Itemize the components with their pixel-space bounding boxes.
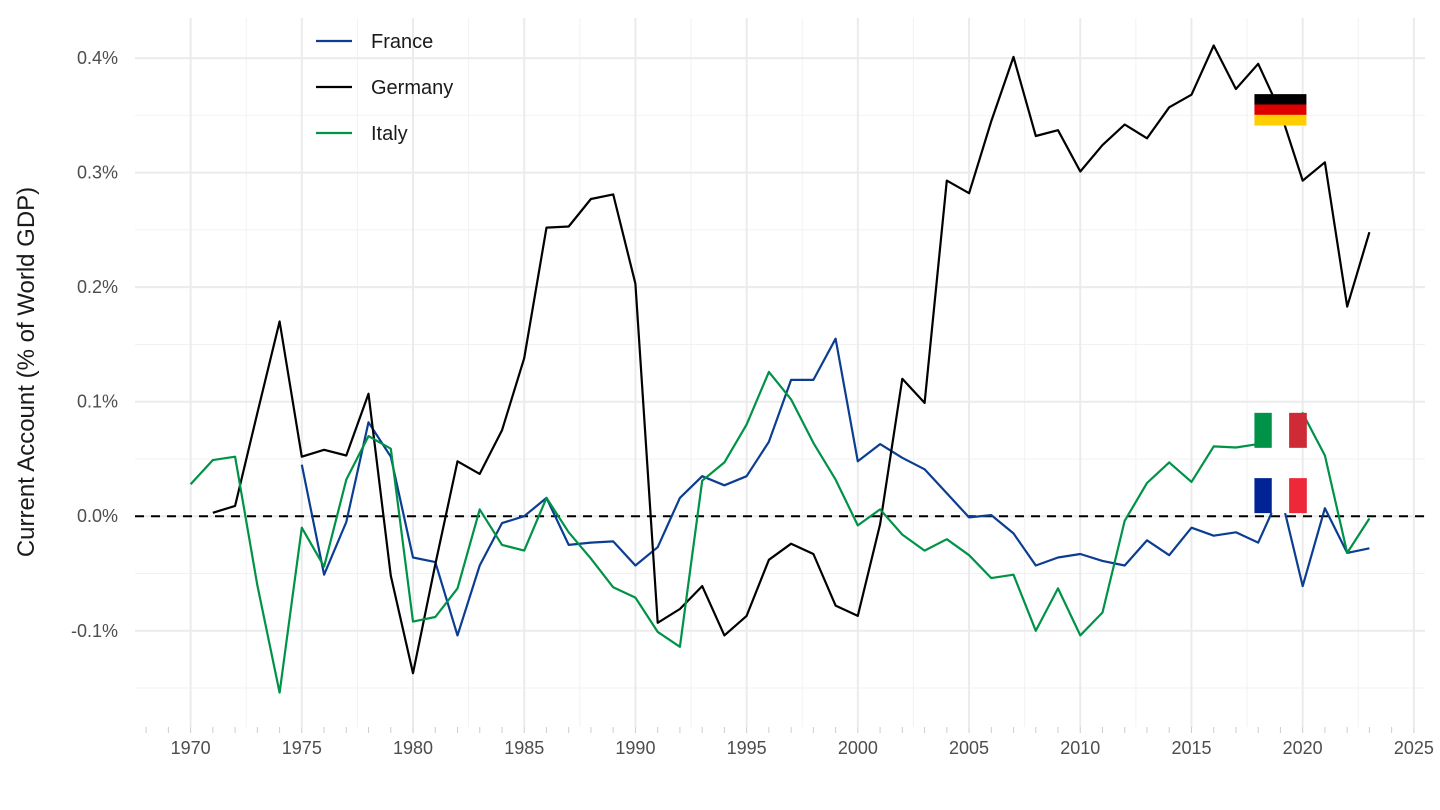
x-tick-label: 1970 [171,738,211,758]
flag-stripe [1254,94,1307,105]
x-tick-label: 2010 [1060,738,1100,758]
series-line-italy [189,370,1371,694]
flag-germany [1254,94,1307,126]
flag-france [1254,478,1307,514]
y-axis-title: Current Account (% of World GDP) [13,187,40,557]
flag-stripe [1271,412,1290,448]
minor-gridlines [135,18,1425,727]
major-gridlines [135,18,1425,727]
x-tick-label: 1990 [615,738,655,758]
y-axis: -0.1% 0.0% 0.1% 0.2% 0.3% 0.4% [71,48,118,641]
series-line-germany [212,44,1371,675]
flag-stripe [1254,114,1307,126]
flag-stripe [1254,412,1273,448]
x-axis: 1970 1975 1980 1985 1990 1995 2000 2005 2010 2015… [145,727,1434,758]
x-tick-label: 1995 [727,738,767,758]
y-tick-label: 0.2% [77,277,118,297]
x-tick-label: 1980 [393,738,433,758]
legend-label-germany: Germany [371,77,453,99]
series-line-france [300,337,1370,637]
y-tick-label: -0.1% [71,621,118,641]
legend-label-france: France [371,31,433,53]
x-tick-label: 2020 [1283,738,1323,758]
x-tick-label: 2000 [838,738,878,758]
y-tick-label: 0.4% [77,48,118,68]
flag-stripe [1254,478,1273,514]
series-lines [189,44,1371,694]
x-tick-label: 2015 [1171,738,1211,758]
x-tick-label: 2025 [1394,738,1434,758]
legend-label-italy: Italy [371,123,408,145]
x-tick-label: 2005 [949,738,989,758]
flag-stripe [1254,104,1307,116]
country-flags [1254,94,1307,514]
flag-stripe [1289,478,1307,514]
y-tick-label: 0.3% [77,163,118,183]
y-tick-label: 0.1% [77,392,118,412]
flag-stripe [1289,412,1307,448]
x-tick-label: 1975 [282,738,322,758]
legend: France Germany Italy [316,31,453,145]
x-tick-label: 1985 [504,738,544,758]
flag-stripe [1271,478,1290,514]
y-tick-label: 0.0% [77,506,118,526]
flag-italy [1254,412,1307,448]
